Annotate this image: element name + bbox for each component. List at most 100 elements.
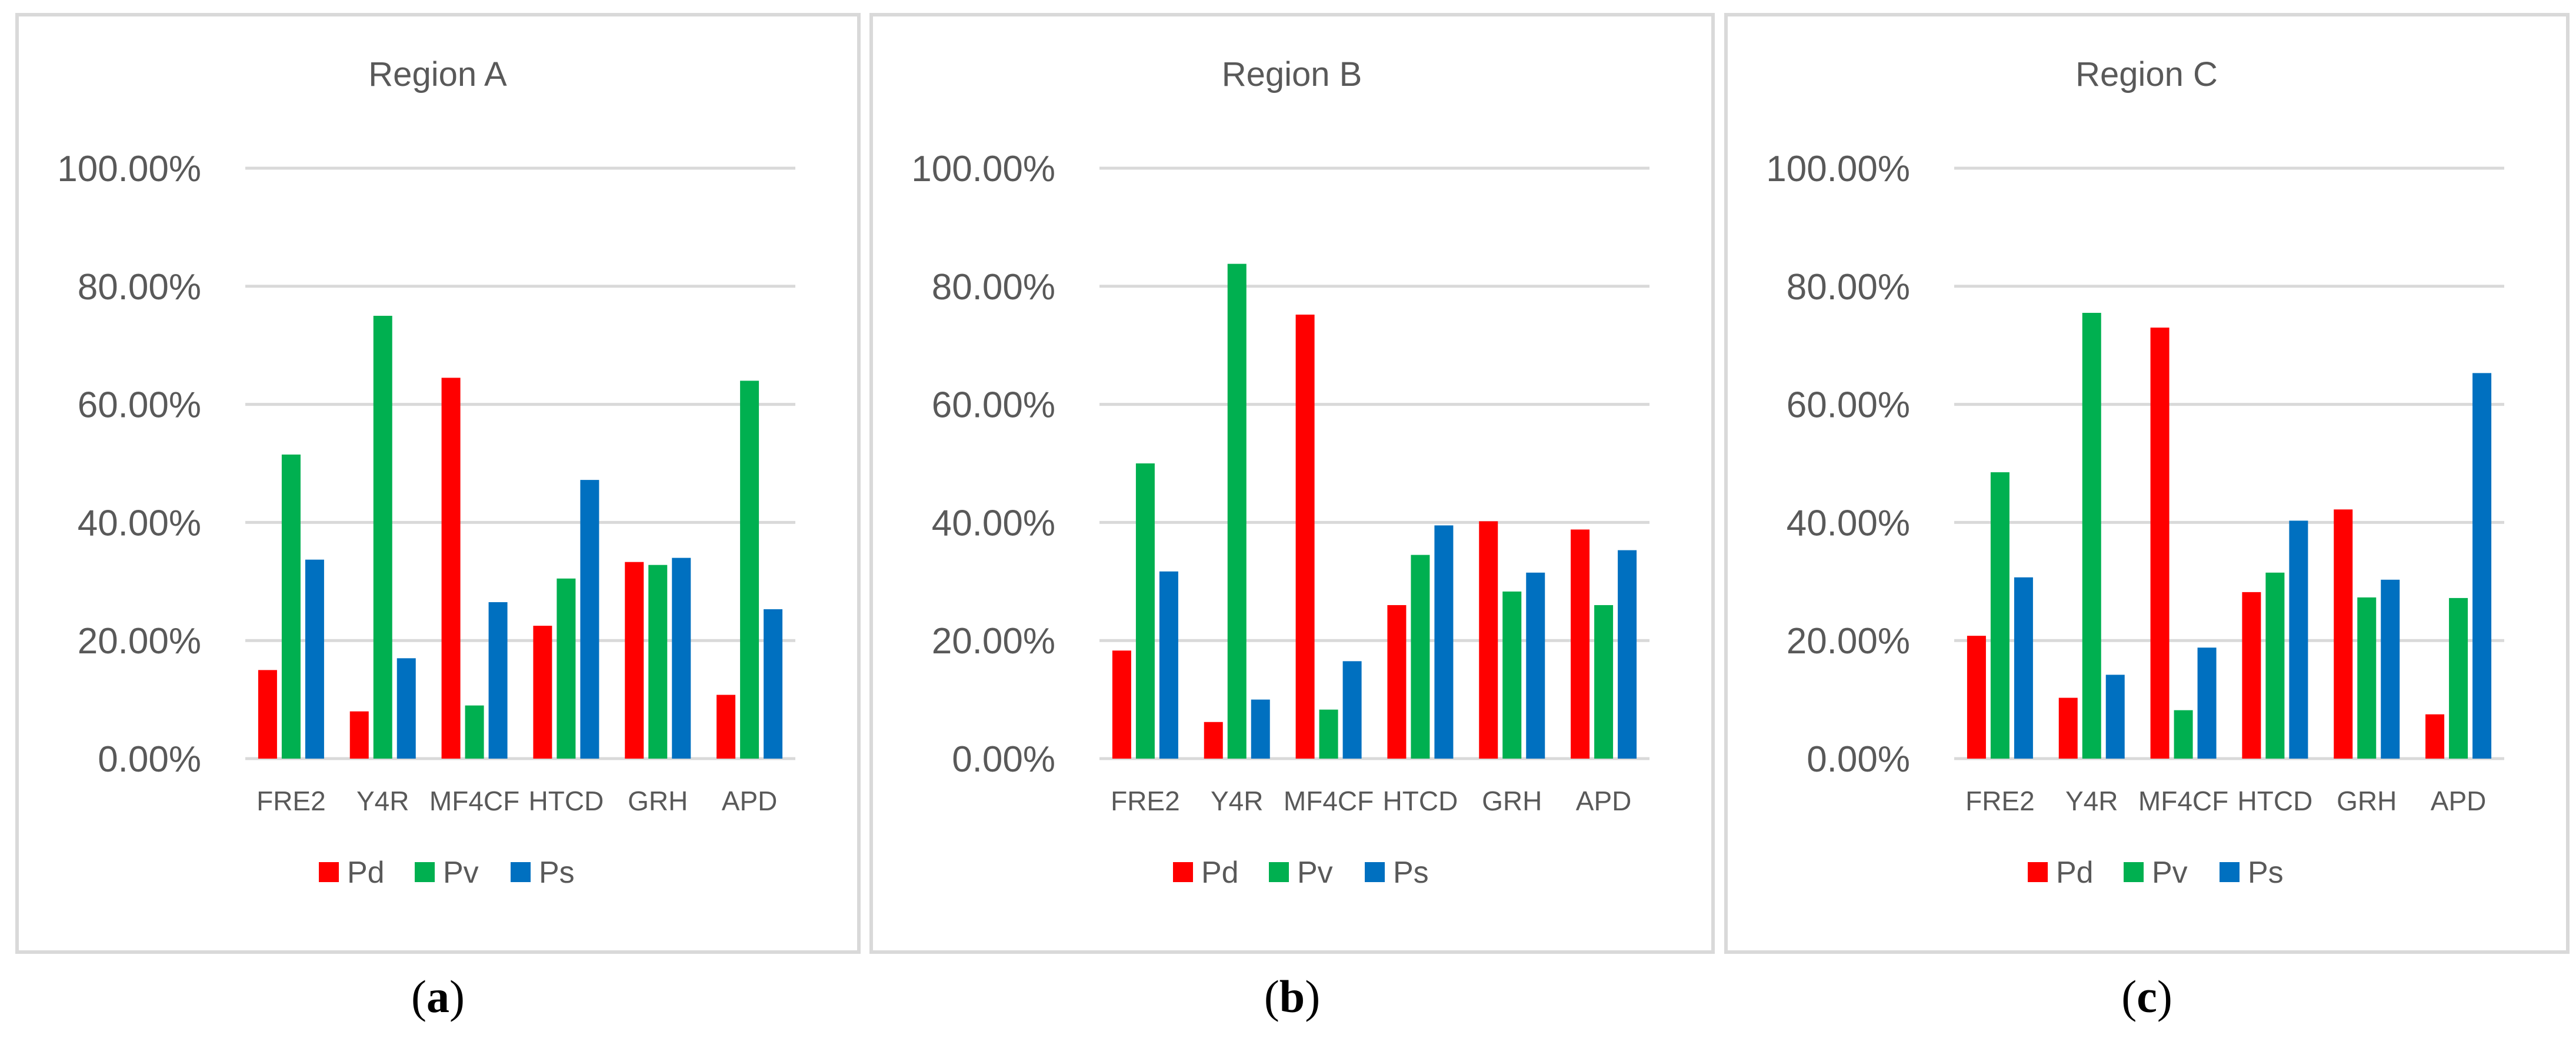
chart-a: Region A 0.00% 20.00% 40.00% 60.00% 80.00% 100… — [57, 55, 795, 890]
bar-ps-grh — [1526, 572, 1545, 759]
bar-ps-apd — [1618, 550, 1637, 759]
legend-label-pd: Pd — [2056, 856, 2094, 890]
legend-label-pv: Pv — [1297, 856, 1333, 890]
y-tick-label: 20.00% — [932, 621, 1055, 662]
bar-pd-y4r — [1204, 722, 1223, 759]
y-tick-label: 80.00% — [932, 267, 1055, 308]
bar-pd-htcd — [2242, 592, 2261, 759]
legend-label-ps: Ps — [539, 856, 575, 890]
bar-ps-fre2 — [1159, 571, 1178, 759]
chart-title: Region C — [2075, 55, 2218, 94]
x-tick-label: HTCD — [2238, 786, 2313, 816]
legend-label-pv: Pv — [2152, 856, 2188, 890]
legend-swatch-pv — [2124, 862, 2144, 882]
bar-ps-apd — [2472, 373, 2492, 759]
legend-label-ps: Ps — [1393, 856, 1429, 890]
chart-panel-c: Region C 0.00% 20.00% 40.00% 60.00% 80.00% 100… — [1724, 13, 2570, 954]
bar-pv-grh — [648, 565, 668, 759]
bar-pd-y4r — [349, 711, 369, 759]
caption-b: (b) — [1264, 971, 1321, 1022]
y-tick-label: 40.00% — [932, 503, 1055, 543]
legend-label-ps: Ps — [2248, 856, 2284, 890]
bar-pd-apd — [717, 695, 736, 759]
bar-pv-fre2 — [1990, 472, 2010, 759]
bar-pv-y4r — [373, 316, 392, 759]
x-tick-label: GRH — [2337, 786, 2397, 816]
x-tick-label: APD — [2431, 786, 2487, 816]
chart-panel-b: Region B 0.00% 20.00% 40.00% 60.00% 80.00% 100… — [869, 13, 1715, 954]
bar-pv-y4r — [1227, 263, 1247, 759]
legend-swatch-ps — [511, 862, 531, 882]
x-tick-label: GRH — [628, 786, 688, 816]
bar-ps-fre2 — [2014, 577, 2033, 759]
bar-pd-fre2 — [1967, 636, 1986, 759]
x-tick-label: Y4R — [356, 786, 409, 816]
bar-pv-mf4cf — [2174, 710, 2193, 759]
bar-pd-htcd — [1387, 605, 1407, 759]
bar-ps-y4r — [2105, 675, 2125, 759]
x-tick-label: APD — [722, 786, 778, 816]
x-tick-label: FRE2 — [256, 786, 326, 816]
bar-ps-mf4cf — [1342, 661, 1362, 759]
bar-pv-mf4cf — [1319, 709, 1338, 759]
bar-pd-apd — [1571, 529, 1590, 759]
y-tick-label: 60.00% — [78, 385, 201, 426]
y-tick-label: 0.00% — [1807, 739, 1910, 780]
y-tick-label: 60.00% — [1787, 385, 1910, 426]
caption-a: (a) — [411, 971, 465, 1022]
x-tick-label: Y4R — [1211, 786, 1263, 816]
legend-swatch-pv — [1269, 862, 1289, 882]
bar-pv-fre2 — [281, 454, 301, 759]
bar-pd-apd — [2425, 714, 2445, 759]
x-tick-label: Y4R — [2065, 786, 2118, 816]
bar-ps-mf4cf — [2197, 647, 2217, 759]
bar-pv-grh — [1502, 591, 1522, 759]
y-tick-label: 40.00% — [78, 503, 201, 543]
y-tick-label: 0.00% — [98, 739, 201, 780]
bar-pd-mf4cf — [441, 378, 461, 759]
y-tick-label: 20.00% — [78, 621, 201, 662]
x-tick-label: MF4CF — [2138, 786, 2228, 816]
bar-pv-grh — [2357, 597, 2377, 759]
x-tick-label: GRH — [1482, 786, 1542, 816]
legend-swatch-ps — [2220, 862, 2240, 882]
bar-pd-mf4cf — [1295, 314, 1315, 759]
y-tick-label: 20.00% — [1787, 621, 1910, 662]
bar-pd-fre2 — [258, 670, 277, 759]
bar-ps-y4r — [396, 658, 416, 759]
x-tick-label: HTCD — [1383, 786, 1458, 816]
legend-swatch-pv — [415, 862, 435, 882]
x-tick-label: MF4CF — [429, 786, 519, 816]
bar-ps-grh — [2381, 579, 2400, 759]
bar-pd-fre2 — [1112, 650, 1131, 759]
y-tick-label: 40.00% — [1787, 503, 1910, 543]
legend-swatch-pd — [319, 862, 339, 882]
legend-swatch-pd — [1173, 862, 1193, 882]
caption-c: (c) — [2121, 971, 2172, 1022]
legend-swatch-ps — [1365, 862, 1385, 882]
bar-ps-htcd — [580, 480, 599, 759]
legend-label-pd: Pd — [347, 856, 385, 890]
y-tick-label: 100.00% — [911, 149, 1055, 189]
bar-pv-fre2 — [1135, 463, 1155, 759]
y-tick-label: 100.00% — [57, 149, 201, 189]
bar-pv-apd — [2449, 597, 2468, 759]
bar-pd-htcd — [533, 626, 552, 759]
chart-panel-a: Region A 0.00% 20.00% 40.00% 60.00% 80.00% 100… — [15, 13, 861, 954]
legend-swatch-pd — [2028, 862, 2048, 882]
x-tick-label: FRE2 — [1965, 786, 2035, 816]
bar-pd-grh — [2334, 509, 2353, 759]
legend-label-pv: Pv — [443, 856, 479, 890]
bar-pv-apd — [1594, 605, 1614, 759]
chart-b: Region B 0.00% 20.00% 40.00% 60.00% 80.00% 100… — [911, 55, 1649, 890]
bar-ps-mf4cf — [488, 602, 508, 759]
bar-pv-htcd — [2265, 572, 2285, 759]
y-tick-label: 60.00% — [932, 385, 1055, 426]
chart-title: Region A — [368, 55, 507, 94]
bar-ps-y4r — [1251, 699, 1270, 759]
bar-pd-y4r — [2058, 697, 2078, 759]
legend-label-pd: Pd — [1201, 856, 1239, 890]
bar-pd-grh — [1479, 521, 1498, 759]
bar-ps-grh — [672, 557, 691, 759]
chart-title: Region B — [1222, 55, 1362, 94]
